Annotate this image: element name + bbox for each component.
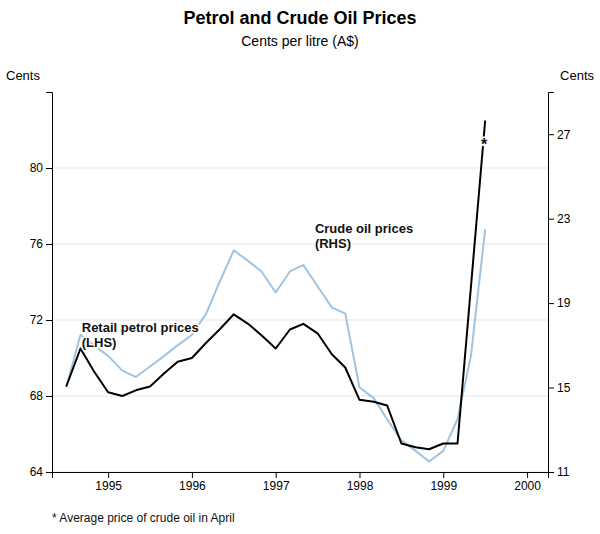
tick-mark (548, 472, 554, 473)
annotation: Retail petrol prices(LHS) (82, 320, 199, 350)
tick-label: 1998 (347, 479, 374, 493)
y-axis: 64 68 72 76 80 (30, 93, 53, 480)
tick-label: 2000 (514, 479, 541, 493)
subtitle: Cents per litre (A$) (241, 33, 358, 49)
tick-label: 80 (30, 161, 44, 175)
y-axis-line (46, 93, 53, 473)
title: Petrol and Crude Oil Prices (183, 8, 416, 28)
tick-mark (46, 396, 52, 397)
tick-label: 23 (557, 212, 571, 226)
x-axis-tick: 1999 (430, 472, 457, 493)
annotation: * (481, 136, 488, 153)
tick-label: 27 (557, 128, 571, 142)
y-axis-tick: 64 (30, 465, 52, 479)
tick-mark (548, 219, 554, 220)
tick-mark (443, 472, 444, 478)
x-axis-tick: 1997 (263, 472, 290, 493)
x-axis-tick: 1996 (179, 472, 206, 493)
x-axis-tick: 1995 (95, 472, 122, 493)
tick-mark (192, 472, 193, 478)
annotation: Crude oil prices(RHS) (315, 221, 413, 251)
tick-mark (548, 303, 554, 304)
plot: 1995 1996 1997 1998 1999 2000 64 68 72 76 80 11 15 19… (6, 68, 594, 493)
tick-label: 15 (557, 381, 571, 395)
y2-axis-tick: 27 (548, 128, 571, 142)
tick-mark (548, 134, 554, 135)
tick-label: 72 (30, 313, 44, 327)
tick-label: 76 (30, 237, 44, 251)
series-group (66, 121, 485, 462)
tick-mark (46, 472, 52, 473)
tick-label: 19 (557, 296, 571, 310)
grid-line (52, 396, 548, 397)
x-axis: 1995 1996 1997 1998 1999 2000 (53, 472, 549, 493)
y-axis-tick: 80 (30, 161, 52, 175)
y2-axis-label: Cents (560, 68, 594, 83)
tick-label: 64 (30, 465, 44, 479)
tick-mark (276, 472, 277, 478)
y-axis-tick: 68 (30, 389, 52, 403)
annotations: Retail petrol prices(LHS) Crude oil price… (82, 136, 488, 350)
chart: Petrol and Crude Oil Prices Cents per lit… (0, 0, 600, 534)
tick-mark (46, 244, 52, 245)
tick-mark (527, 472, 528, 478)
tick-mark (46, 168, 52, 169)
x-axis-tick: 1998 (347, 472, 374, 493)
footnote: * Average price of crude oil in April (52, 511, 235, 525)
y2-axis-tick: 15 (548, 381, 571, 395)
grid-line (52, 168, 548, 169)
tick-mark (548, 388, 554, 389)
tick-label: 1999 (430, 479, 457, 493)
tick-label: 11 (557, 465, 570, 479)
tick-mark (108, 472, 109, 478)
tick-mark (46, 320, 52, 321)
y2-axis-line (549, 93, 555, 473)
tick-label: 1997 (263, 479, 290, 493)
tick-mark (359, 472, 360, 478)
y2-axis: 11 15 19 23 27 (548, 93, 571, 480)
line (66, 121, 485, 450)
tick-label: 1996 (179, 479, 206, 493)
y2-axis-tick: 19 (548, 296, 571, 310)
y2-axis-tick: 23 (548, 212, 571, 226)
x-axis-tick: 2000 (514, 472, 541, 493)
y-axis-tick: 72 (30, 313, 52, 327)
y-axis-tick: 76 (30, 237, 52, 251)
y2-axis-tick: 11 (548, 465, 570, 479)
tick-label: 1995 (95, 479, 122, 493)
grid (52, 168, 548, 472)
y-axis-label: Cents (6, 68, 40, 83)
x-axis-line (53, 473, 549, 479)
tick-label: 68 (30, 389, 44, 403)
line (66, 229, 485, 461)
